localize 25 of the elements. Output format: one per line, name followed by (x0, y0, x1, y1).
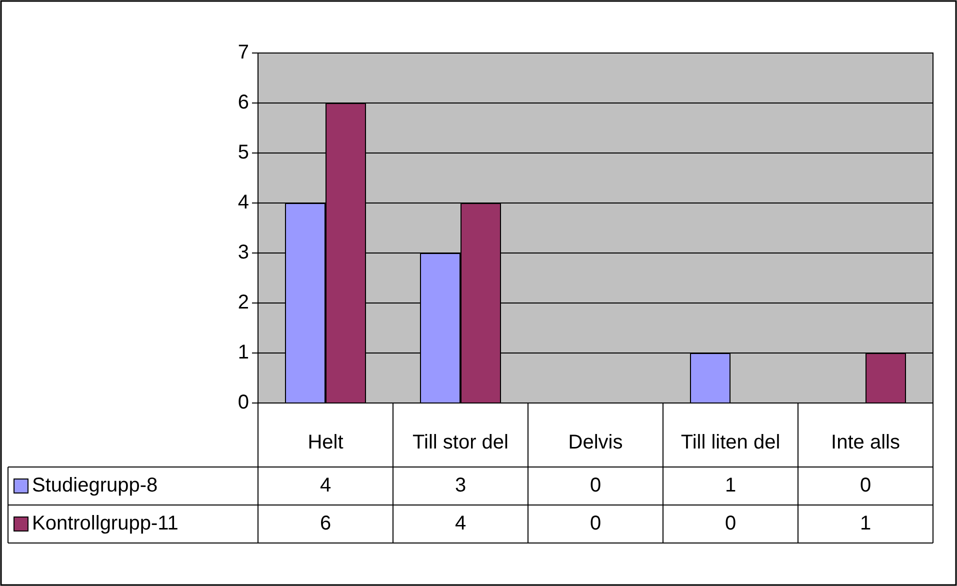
y-tick-label: 6 (238, 92, 249, 114)
data-label: 0 (724, 512, 736, 535)
y-tick-label: 7 (238, 42, 249, 64)
data-label: 0 (590, 474, 602, 497)
data-label: 1 (724, 474, 736, 497)
y-tick-label: 3 (238, 242, 249, 264)
data-label: 0 (590, 512, 602, 535)
y-tick-label: 1 (238, 342, 249, 364)
x-tick-label: Helt (308, 432, 344, 454)
legend-label: Kontrollgrupp-11 (32, 512, 178, 535)
data-label: 4 (454, 512, 466, 535)
x-tick-label: Till liten del (680, 432, 780, 454)
y-tick-label: 2 (238, 292, 249, 314)
x-tick-label: Till stor del (412, 432, 508, 454)
y-tick-label: 0 (238, 392, 249, 414)
x-tick-label: Inte alls (831, 432, 900, 454)
x-tick-label: Delvis (568, 432, 623, 454)
data-label: 4 (320, 474, 332, 497)
data-label: 0 (860, 474, 872, 497)
y-tick-label: 5 (238, 142, 249, 164)
data-label: 1 (860, 512, 872, 535)
data-label: 3 (454, 474, 466, 497)
legend-label: Studiegrupp-8 (32, 474, 158, 497)
y-tick-label: 4 (238, 192, 249, 214)
data-label: 6 (320, 512, 332, 535)
